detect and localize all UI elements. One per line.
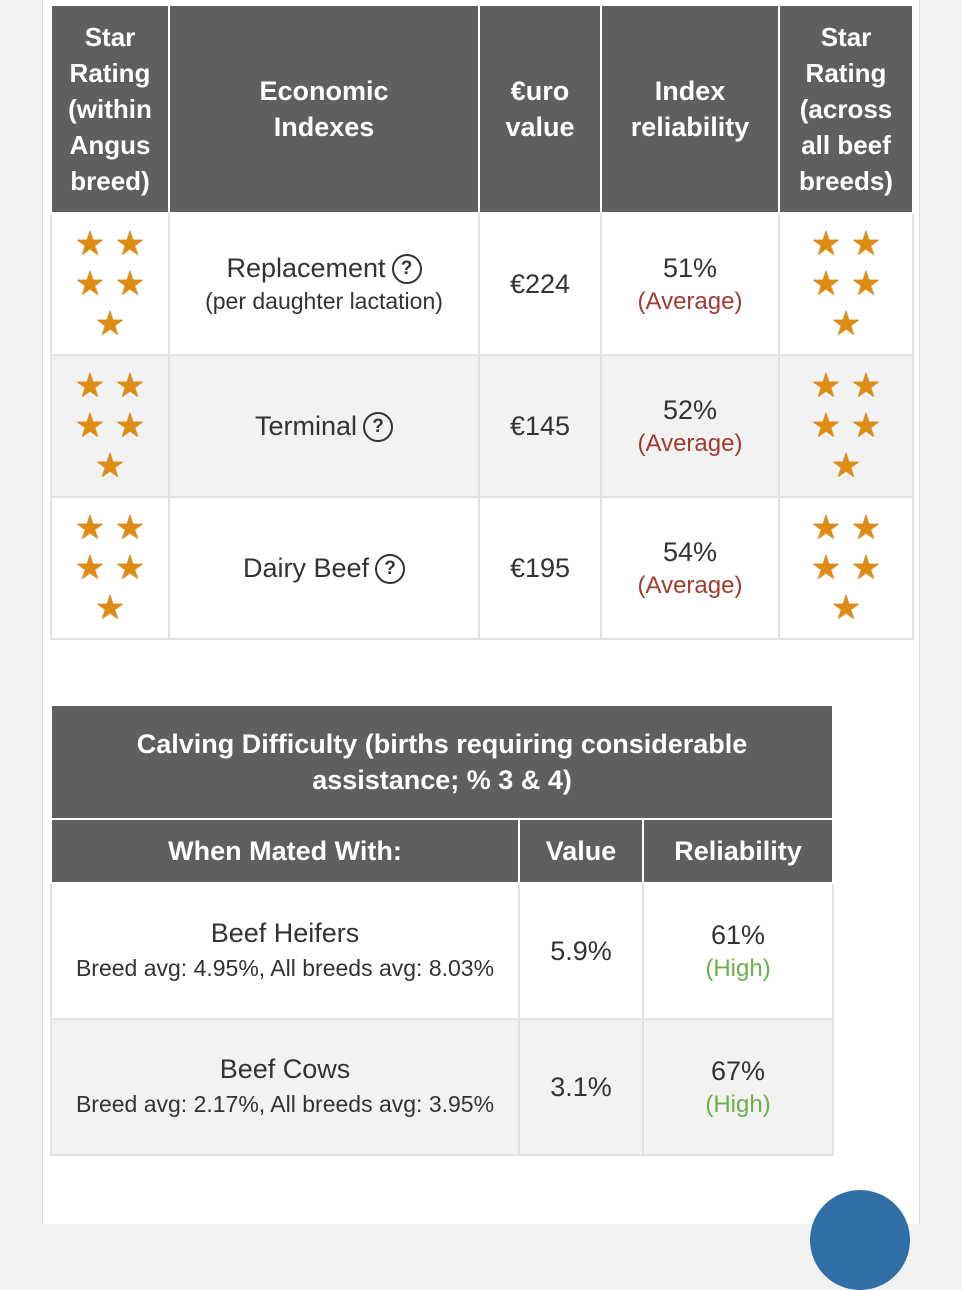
index-sub-label: (per daughter lactation) <box>205 288 443 314</box>
calving-difficulty-table: Calving Difficulty (births requiring con… <box>49 706 835 1156</box>
reliability-level: (High) <box>705 954 771 982</box>
star-icon: ★ <box>94 305 126 343</box>
index-name-cell: Replacement? (per daughter lactation) <box>168 212 480 356</box>
economic-row-terminal: ★ ★ ★ ★ ★ Terminal? €145 52% (Average) ★ ★ … <box>50 354 914 498</box>
economic-row-dairy-beef: ★ ★ ★ ★ ★ Dairy Beef? €195 54% (Average) ★… <box>50 496 914 640</box>
star-icon: ★ <box>114 265 146 303</box>
star-icon: ★ <box>850 509 882 547</box>
reliability-level: (High) <box>705 1090 771 1118</box>
star-icon: ★ <box>830 589 862 627</box>
star-rating-icons: ★ ★ ★ ★ ★ <box>806 224 886 344</box>
star-icon: ★ <box>74 407 106 445</box>
breed-averages: Breed avg: 2.17%, All breeds avg: 3.95% <box>75 1091 495 1117</box>
star-rating-icons: ★ ★ ★ ★ ★ <box>70 224 150 344</box>
reliability-cell: 51% (Average) <box>600 212 780 356</box>
header-index-reliability: Index reliability <box>600 6 780 214</box>
calving-row-beef-cows: Beef Cows Breed avg: 2.17%, All breeds a… <box>50 1018 835 1156</box>
calving-reliability-cell: 61% (High) <box>641 882 835 1020</box>
star-icon: ★ <box>74 225 106 263</box>
star-icon: ★ <box>74 549 106 587</box>
star-rating-within: ★ ★ ★ ★ ★ <box>50 354 170 498</box>
reliability-level: (Average) <box>637 429 743 457</box>
economic-indexes-table: Star Rating (within Angus breed) Economi… <box>50 6 914 640</box>
star-icon: ★ <box>850 225 882 263</box>
reliability-percent: 54% <box>662 536 718 567</box>
mated-with-cell: Beef Heifers Breed avg: 4.95%, All breed… <box>50 882 520 1020</box>
reliability-level: (Average) <box>637 571 743 599</box>
star-icon: ★ <box>830 305 862 343</box>
reliability-percent: 67% <box>710 1055 766 1086</box>
reliability-cell: 52% (Average) <box>600 354 780 498</box>
star-icon: ★ <box>810 367 842 405</box>
star-icon: ★ <box>114 509 146 547</box>
star-icon: ★ <box>810 265 842 303</box>
mated-with-name: Beef Heifers <box>210 918 360 948</box>
star-icon: ★ <box>94 589 126 627</box>
index-name-cell: Terminal? <box>168 354 480 498</box>
mated-with-name: Beef Cows <box>219 1054 351 1084</box>
star-icon: ★ <box>114 367 146 405</box>
star-icon: ★ <box>74 367 106 405</box>
index-name: Dairy Beef <box>242 552 370 583</box>
help-icon[interactable]: ? <box>391 254 422 284</box>
header-value: Value <box>518 818 644 884</box>
euro-value: €224 <box>478 212 602 356</box>
star-rating-within: ★ ★ ★ ★ ★ <box>50 212 170 356</box>
floating-action-button[interactable] <box>810 1190 910 1290</box>
star-rating-icons: ★ ★ ★ ★ ★ <box>806 508 886 628</box>
star-rating-across: ★ ★ ★ ★ ★ <box>778 496 914 640</box>
star-icon: ★ <box>810 407 842 445</box>
star-icon: ★ <box>114 549 146 587</box>
index-name: Replacement <box>226 253 386 283</box>
star-rating-icons: ★ ★ ★ ★ ★ <box>70 366 150 486</box>
header-mated-with: When Mated With: <box>50 818 520 884</box>
header-star-across: Star Rating (across all beef breeds) <box>778 6 914 214</box>
star-icon: ★ <box>74 509 106 547</box>
star-icon: ★ <box>850 367 882 405</box>
calving-value: 5.9% <box>518 882 644 1020</box>
star-icon: ★ <box>830 447 862 485</box>
economic-header-row: Star Rating (within Angus breed) Economi… <box>50 6 914 214</box>
header-star-within: Star Rating (within Angus breed) <box>50 6 170 214</box>
index-name-cell: Dairy Beef? <box>168 496 480 640</box>
star-icon: ★ <box>850 265 882 303</box>
reliability-cell: 54% (Average) <box>600 496 780 640</box>
star-icon: ★ <box>74 265 106 303</box>
star-icon: ★ <box>850 407 882 445</box>
help-icon[interactable]: ? <box>375 553 406 584</box>
star-icon: ★ <box>810 509 842 547</box>
star-rating-across: ★ ★ ★ ★ ★ <box>778 212 914 356</box>
star-icon: ★ <box>114 225 146 263</box>
calving-row-beef-heifers: Beef Heifers Breed avg: 4.95%, All breed… <box>50 882 835 1020</box>
calving-title: Calving Difficulty (births requiring con… <box>49 706 835 820</box>
header-euro-value: €uro value <box>478 6 602 214</box>
star-icon: ★ <box>94 447 126 485</box>
star-icon: ★ <box>114 407 146 445</box>
star-icon: ★ <box>850 549 882 587</box>
calving-header-row: When Mated With: Value Reliability <box>50 818 835 884</box>
calving-value: 3.1% <box>518 1018 644 1156</box>
header-reliability: Reliability <box>641 818 835 884</box>
reliability-percent: 61% <box>710 919 766 950</box>
euro-value: €195 <box>478 496 602 640</box>
star-rating-within: ★ ★ ★ ★ ★ <box>50 496 170 640</box>
calving-title-row: Calving Difficulty (births requiring con… <box>49 706 835 820</box>
reliability-level: (Average) <box>637 287 743 315</box>
economic-row-replacement: ★ ★ ★ ★ ★ Replacement? (per daughter lacta… <box>50 212 914 356</box>
euro-value: €145 <box>478 354 602 498</box>
index-name: Terminal <box>254 410 358 441</box>
star-icon: ★ <box>810 549 842 587</box>
reliability-percent: 51% <box>662 252 718 283</box>
star-icon: ★ <box>810 225 842 263</box>
calving-reliability-cell: 67% (High) <box>641 1018 835 1156</box>
header-economic-indexes: Economic Indexes <box>168 6 480 214</box>
star-rating-icons: ★ ★ ★ ★ ★ <box>806 366 886 486</box>
mated-with-cell: Beef Cows Breed avg: 2.17%, All breeds a… <box>50 1018 520 1156</box>
help-icon[interactable]: ? <box>363 411 394 442</box>
star-rating-across: ★ ★ ★ ★ ★ <box>778 354 914 498</box>
reliability-percent: 52% <box>662 394 718 425</box>
breed-averages: Breed avg: 4.95%, All breeds avg: 8.03% <box>75 955 495 981</box>
star-rating-icons: ★ ★ ★ ★ ★ <box>70 508 150 628</box>
